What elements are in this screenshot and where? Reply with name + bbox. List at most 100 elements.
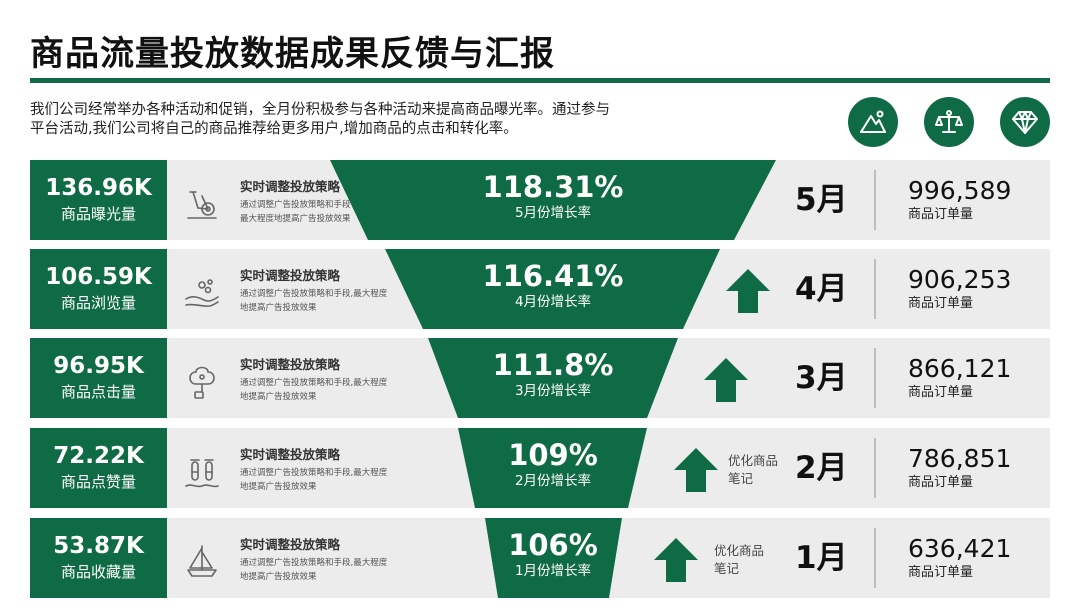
up-arrow-icon — [724, 267, 772, 315]
mountain-icon — [848, 97, 898, 147]
rate-value: 109% — [508, 438, 598, 472]
metric-value: 72.22K — [53, 443, 144, 469]
growth-rate: 109% 2月份增长率 — [443, 438, 663, 490]
strategy-desc-line-2: 地提高广告投放效果 — [240, 572, 317, 582]
strategy-desc-line-1: 通过调整广告投放策略和手段 — [240, 200, 351, 210]
growth-rate: 116.41% 4月份增长率 — [443, 259, 663, 311]
metric-box: 136.96K 商品曝光量 — [30, 160, 167, 240]
hand-water-icon — [182, 273, 222, 313]
description-line-1: 我们公司经常举办各种活动和促销，全月份积极参与各种活动来提高商品曝光率。通过参与 — [30, 102, 610, 118]
strategy-desc-line-2: 地提高广告投放效果 — [240, 303, 317, 313]
separator — [874, 528, 876, 588]
scale-icon — [924, 97, 974, 147]
metric-label: 商品收藏量 — [60, 563, 136, 581]
rate-label: 5月份增长率 — [514, 205, 592, 221]
metric-value: 136.96K — [45, 175, 152, 201]
note-line-1: 优化商品 — [714, 543, 765, 558]
up-arrow-icon — [702, 356, 750, 404]
orders-label: 商品订单量 — [908, 475, 974, 490]
rate-value: 116.41% — [482, 259, 624, 293]
metric-box: 96.95K 商品点击量 — [30, 338, 167, 418]
orders-label: 商品订单量 — [908, 296, 974, 311]
funnel-rows: 136.96K 商品曝光量 实时调整投放策略 通过调整广告投放策略和手段 最大程… — [30, 160, 1050, 598]
note-line-2: 笔记 — [728, 471, 754, 486]
strategy-text: 实时调整投放策略 通过调整广告投放策略和手段,最大程度 地提高广告投放效果 — [240, 536, 440, 584]
rate-label: 1月份增长率 — [514, 563, 592, 579]
strategy-desc-line-2: 最大程度地提高广告投放效果 — [240, 214, 351, 224]
orders-value: 906,253 — [908, 265, 1012, 294]
strategy-text: 实时调整投放策略 通过调整广告投放策略和手段,最大程度 地提高广告投放效果 — [240, 267, 440, 315]
note-text: 优化商品 笔记 — [714, 542, 774, 578]
metric-label: 商品点赞量 — [60, 473, 136, 491]
rate-label: 3月份增长率 — [514, 383, 592, 399]
rate-label: 2月份增长率 — [514, 473, 592, 489]
strategy-title: 实时调整投放策略 — [240, 357, 341, 372]
metric-label: 商品曝光量 — [60, 205, 136, 223]
strategy-desc-line-1: 通过调整广告投放策略和手段,最大程度 — [240, 289, 388, 299]
orders-value: 636,421 — [908, 534, 1012, 563]
orders-block: 906,253 商品订单量 — [908, 265, 1048, 313]
test-tubes-icon — [182, 452, 222, 492]
row-january: 53.87K 商品收藏量 实时调整投放策略 通过调整广告投放策略和手段,最大程度… — [30, 518, 1050, 598]
metric-value: 53.87K — [53, 533, 144, 559]
month-label: 1月 — [795, 540, 848, 576]
orders-value: 866,121 — [908, 354, 1012, 383]
tree-device-icon — [182, 362, 222, 402]
up-arrow-icon — [652, 536, 700, 584]
strategy-text: 实时调整投放策略 通过调整广告投放策略和手段,最大程度 地提高广告投放效果 — [240, 356, 440, 404]
month-label: 3月 — [795, 360, 848, 396]
strategy-title: 实时调整投放策略 — [240, 447, 341, 462]
growth-rate: 118.31% 5月份增长率 — [443, 170, 663, 222]
title-divider — [30, 78, 1050, 83]
orders-block: 636,421 商品订单量 — [908, 534, 1048, 582]
rate-label: 4月份增长率 — [514, 294, 592, 310]
note-line-1: 优化商品 — [728, 453, 779, 468]
diamond-icon — [1000, 97, 1050, 147]
orders-block: 786,851 商品订单量 — [908, 444, 1048, 492]
strategy-desc-line-1: 通过调整广告投放策略和手段,最大程度 — [240, 468, 388, 478]
description-line-2: 平台活动,我们公司将自己的商品推荐给更多用户,增加商品的点击和转化率。 — [30, 121, 518, 137]
growth-rate: 106% 1月份增长率 — [443, 528, 663, 580]
metric-value: 106.59K — [45, 264, 152, 290]
page-title: 商品流量投放数据成果反馈与汇报 — [30, 34, 555, 74]
strategy-desc-line-1: 通过调整广告投放策略和手段,最大程度 — [240, 378, 388, 388]
growth-rate: 111.8% 3月份增长率 — [443, 348, 663, 400]
metric-box: 53.87K 商品收藏量 — [30, 518, 167, 598]
metric-box: 106.59K 商品浏览量 — [30, 249, 167, 329]
orders-block: 996,589 商品订单量 — [908, 176, 1048, 224]
metric-box: 72.22K 商品点赞量 — [30, 428, 167, 508]
metric-value: 96.95K — [53, 353, 144, 379]
month-label: 2月 — [795, 450, 848, 486]
strategy-title: 实时调整投放策略 — [240, 537, 341, 552]
orders-label: 商品订单量 — [908, 565, 974, 580]
strategy-title: 实时调整投放策略 — [240, 179, 341, 194]
metric-label: 商品浏览量 — [60, 294, 136, 312]
exercise-bike-icon — [182, 184, 222, 224]
rate-value: 111.8% — [492, 348, 614, 382]
note-line-2: 笔记 — [714, 561, 740, 576]
strategy-desc-line-1: 通过调整广告投放策略和手段,最大程度 — [240, 558, 388, 568]
orders-block: 866,121 商品订单量 — [908, 354, 1048, 402]
orders-value: 996,589 — [908, 176, 1012, 205]
separator — [874, 259, 876, 319]
orders-value: 786,851 — [908, 444, 1012, 473]
description: 我们公司经常举办各种活动和促销，全月份积极参与各种活动来提高商品曝光率。通过参与… — [30, 101, 680, 139]
separator — [874, 170, 876, 230]
orders-label: 商品订单量 — [908, 385, 974, 400]
separator — [874, 438, 876, 498]
metric-label: 商品点击量 — [60, 383, 136, 401]
strategy-text: 实时调整投放策略 通过调整广告投放策略和手段,最大程度 地提高广告投放效果 — [240, 446, 440, 494]
month-label: 5月 — [795, 182, 848, 218]
month-label: 4月 — [795, 271, 848, 307]
strategy-desc-line-2: 地提高广告投放效果 — [240, 392, 317, 402]
sailboat-icon — [182, 542, 222, 582]
strategy-desc-line-2: 地提高广告投放效果 — [240, 482, 317, 492]
rate-value: 118.31% — [482, 170, 624, 204]
note-text: 优化商品 笔记 — [728, 452, 788, 488]
strategy-text: 实时调整投放策略 通过调整广告投放策略和手段 最大程度地提高广告投放效果 — [240, 178, 440, 226]
rate-value: 106% — [508, 528, 598, 562]
strategy-title: 实时调整投放策略 — [240, 268, 341, 283]
up-arrow-icon — [672, 446, 720, 494]
separator — [874, 348, 876, 408]
orders-label: 商品订单量 — [908, 207, 974, 222]
